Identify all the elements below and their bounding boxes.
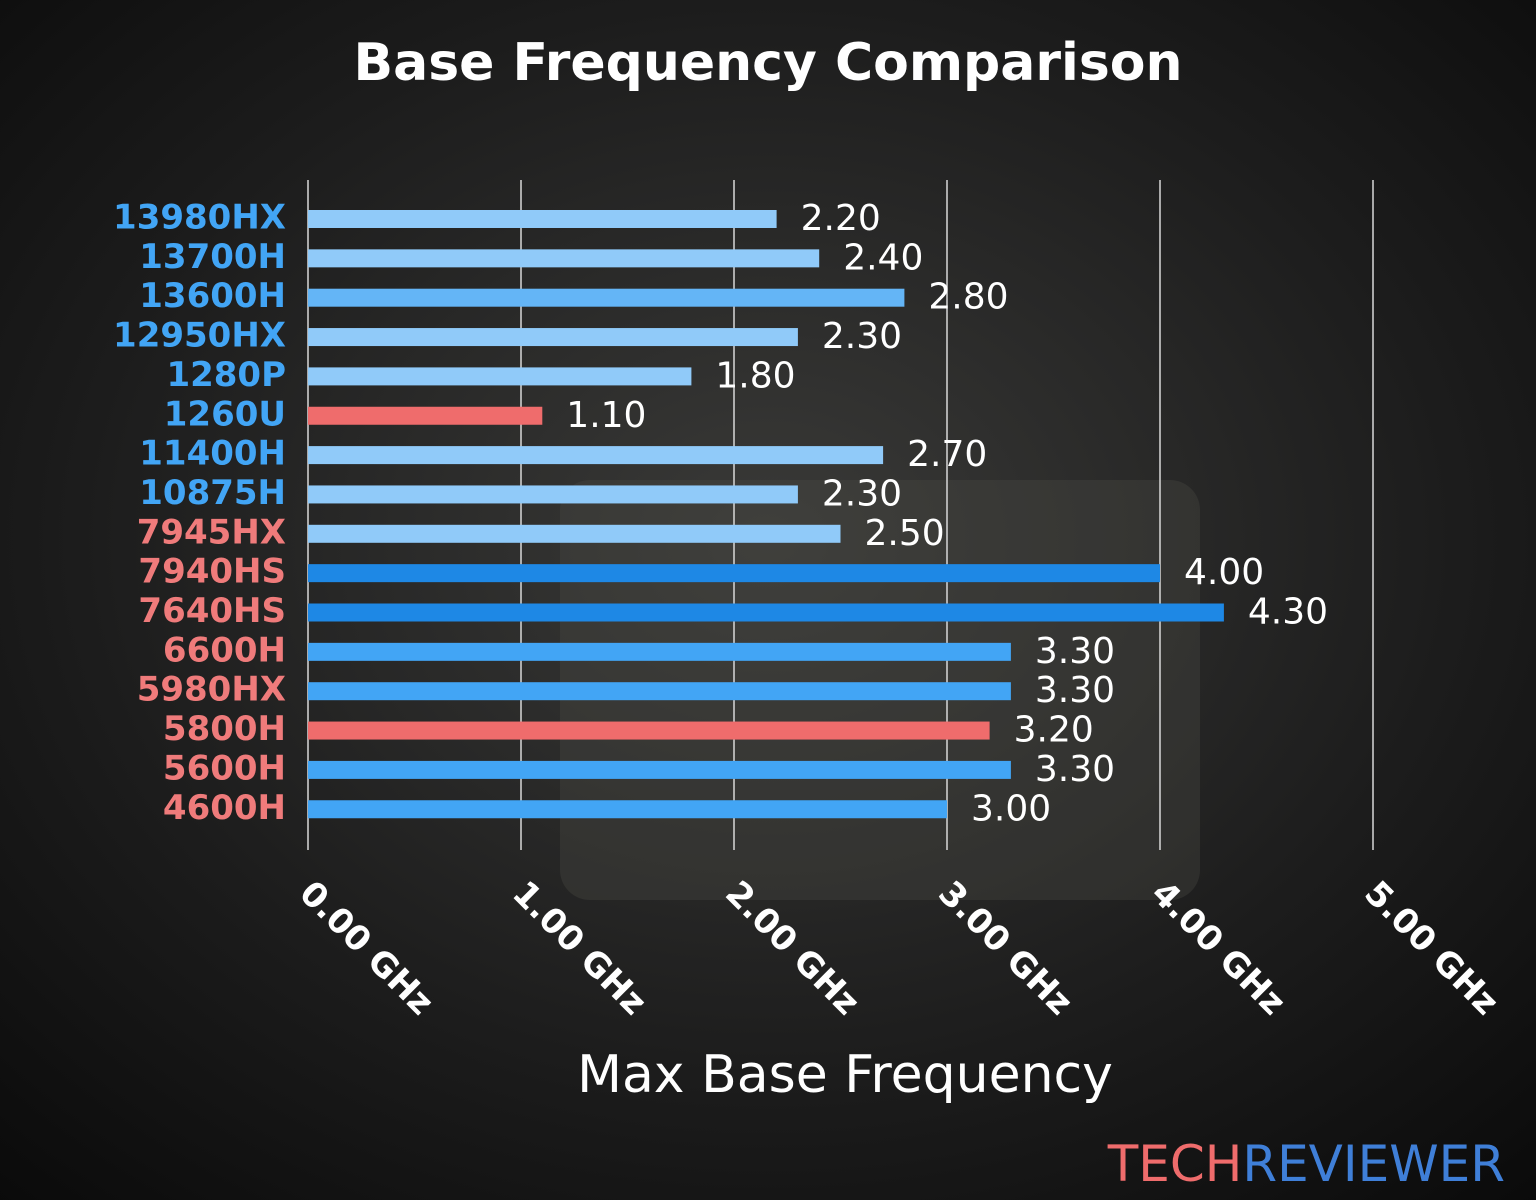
value-label: 3.30 [1035,631,1115,672]
bar [308,210,777,228]
bar [308,328,798,347]
bar [308,288,905,307]
value-label: 3.20 [1014,710,1094,751]
watermark-tech: TECH [1107,1135,1243,1193]
watermark-reviewer: REVIEWER [1242,1135,1505,1193]
y-tick-label: 5800H [163,709,286,749]
bar [308,603,1224,622]
bar [308,760,1011,779]
x-axis-title: Max Base Frequency [577,1045,1113,1105]
value-label: 2.30 [822,473,902,514]
value-label: 2.20 [801,198,881,239]
y-tick-label: 7640HS [138,591,286,631]
y-tick-label: 13980HX [113,198,286,238]
bar [308,524,841,543]
value-label: 2.70 [907,434,987,475]
y-tick-label: 1260U [164,394,286,434]
y-tick-label: 7940HS [138,552,286,592]
y-tick-label: 4600H [163,788,286,828]
y-tick-label: 13700H [139,237,286,277]
bar [308,564,1160,583]
watermark: TECHREVIEWER [1107,1135,1505,1193]
value-label: 2.30 [822,316,902,357]
value-label: 1.10 [566,395,646,436]
bar [308,446,884,465]
y-tick-label: 13600H [139,276,286,316]
value-label: 4.30 [1248,592,1328,633]
y-tick-label: 12950HX [113,316,286,356]
y-tick-label: 7945HX [137,512,286,552]
y-tick-label: 1280P [166,355,286,395]
value-label: 2.50 [865,513,945,554]
y-tick-label: 11400H [139,434,286,474]
value-label: 3.00 [971,788,1051,829]
value-label: 3.30 [1035,749,1115,790]
value-label: 4.00 [1184,552,1264,593]
value-label: 2.40 [843,237,923,278]
value-label: 3.30 [1035,670,1115,711]
value-label: 2.80 [928,277,1008,318]
bar [308,642,1011,661]
chart-title: Base Frequency Comparison [353,33,1182,93]
bar [308,682,1011,701]
bar [308,249,820,268]
y-tick-label: 5980HX [137,670,286,710]
bar [308,485,798,504]
bar [308,800,947,819]
bar [308,721,990,740]
y-tick-label: 5600H [163,748,286,788]
y-tick-label: 10875H [139,473,286,513]
value-label: 1.80 [715,355,795,396]
bar [308,406,543,425]
y-tick-label: 6600H [163,630,286,670]
bar [308,367,692,386]
